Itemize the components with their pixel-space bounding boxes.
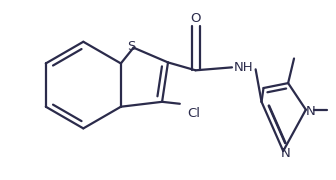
Text: O: O — [190, 12, 201, 25]
Text: Cl: Cl — [187, 107, 200, 120]
Text: NH: NH — [234, 61, 254, 74]
Text: S: S — [127, 40, 136, 53]
Text: N: N — [306, 105, 316, 118]
Text: N: N — [280, 147, 290, 159]
